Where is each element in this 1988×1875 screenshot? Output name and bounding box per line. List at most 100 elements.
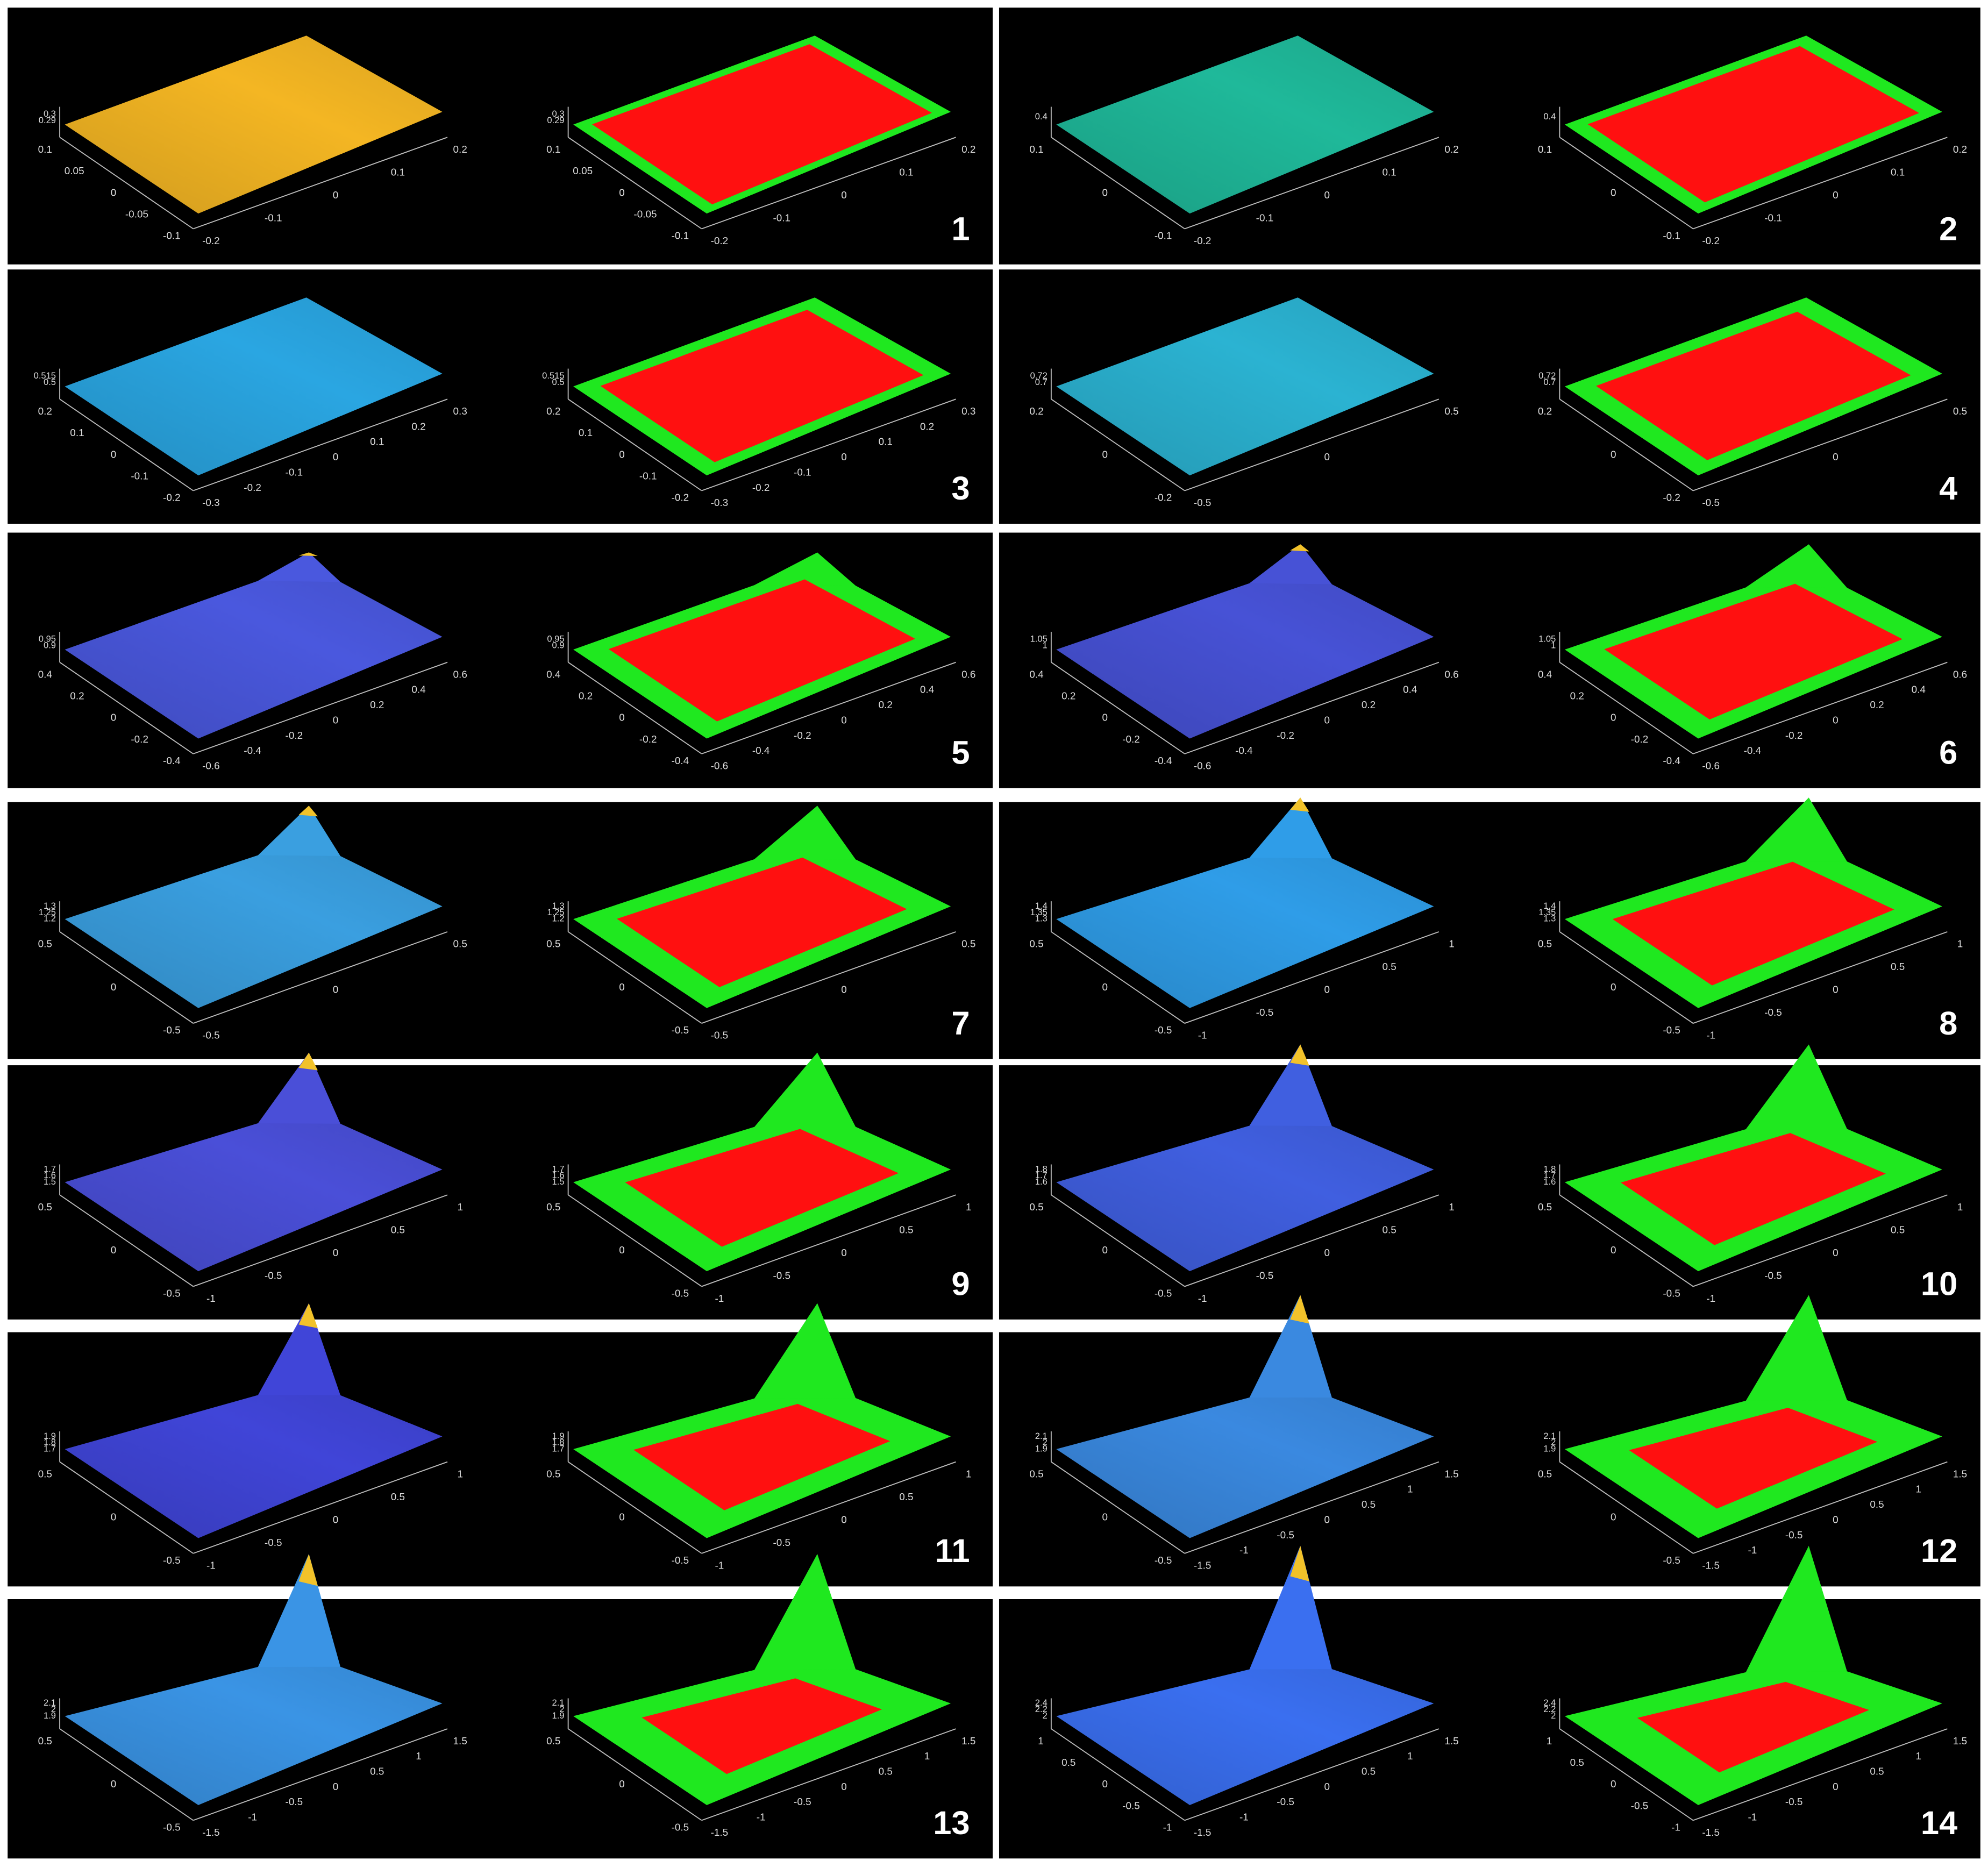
y-tick-label: -0.5: [1663, 1025, 1680, 1036]
x-tick-label: -0.1: [773, 213, 790, 224]
x-tick-label: 0: [333, 1781, 339, 1793]
y-tick-label: 0.1: [579, 427, 593, 439]
x-tick-label: -0.6: [711, 761, 729, 772]
x-tick-label: -1: [715, 1560, 724, 1572]
x-tick-label: 0: [1833, 715, 1839, 726]
surface-peak-tip: [298, 1052, 318, 1071]
surface-inlier: [633, 1403, 890, 1510]
x-tick-label: 0: [841, 1247, 847, 1259]
surface-peak: [1745, 797, 1847, 862]
z-tick-label: 0.5: [44, 377, 56, 387]
x-tick-label: 0.5: [453, 939, 467, 950]
axis-line: [193, 1194, 448, 1287]
x-tick-label: 0: [1324, 1514, 1330, 1525]
panel: 0.4 0.1 0 -0.1 -0.2 -0.1 0 0.1 0.2 0.4 0.1 0 -0.1 -0.…: [999, 8, 1980, 265]
x-tick-label: 0.5: [899, 1224, 913, 1236]
x-tick-label: 0: [1833, 1514, 1839, 1525]
z-tick-label: 2: [51, 1704, 56, 1714]
y-tick-label: 0.5: [546, 1202, 560, 1213]
axis-line: [1559, 137, 1694, 230]
panel: 1.31.251.20.50-0.5 -0.500.51.31.251.20.50…: [8, 802, 993, 1059]
axis-line: [1559, 1461, 1694, 1554]
x-tick-label: -0.3: [711, 497, 729, 509]
x-tick-label: 0.5: [1362, 1499, 1376, 1510]
x-tick-label: -0.2: [711, 236, 729, 247]
z-tick-label: 1.6: [552, 1170, 565, 1180]
panel-number: 14: [1921, 1805, 1957, 1842]
z-tick-label: 0.515: [542, 370, 564, 381]
y-tick-label: -0.05: [125, 209, 148, 220]
x-tick-label: -0.5: [265, 1271, 282, 1282]
z-tick-label: 1.25: [547, 907, 564, 917]
x-tick-label: -1.5: [1702, 1827, 1720, 1838]
z-tick-label: 1.05: [1030, 634, 1048, 644]
y-tick-label: -0.1: [1663, 231, 1680, 242]
y-tick-label: -0.5: [163, 1288, 181, 1300]
x-tick-label: -1: [1748, 1812, 1757, 1823]
y-tick-label: 0: [1102, 1779, 1108, 1790]
z-tick-label: 1.6: [44, 1170, 56, 1180]
y-tick-label: 0: [1611, 982, 1616, 993]
y-tick-label: 0: [1102, 449, 1108, 460]
surface-peak: [1249, 1545, 1332, 1670]
surface: [65, 1655, 443, 1805]
axis-line: [568, 931, 702, 1024]
y-tick-label: 0.2: [1029, 406, 1043, 417]
x-tick-label: -0.2: [1194, 236, 1212, 247]
y-tick-label: -0.2: [1663, 493, 1680, 504]
z-tick-label: 0.5: [552, 377, 565, 387]
surface-peak: [1745, 1044, 1847, 1130]
y-tick-label: 0.5: [1061, 1757, 1075, 1769]
x-tick-label: 0: [1833, 452, 1839, 463]
axis-line: [1559, 1728, 1694, 1821]
y-tick-label: -0.1: [1155, 231, 1172, 242]
y-tick-label: 0.2: [1570, 691, 1584, 702]
x-tick-label: 1.5: [1953, 1468, 1967, 1480]
surface-peak: [258, 805, 341, 856]
y-tick-label: -0.2: [1631, 734, 1649, 745]
axis-line: [568, 1728, 702, 1821]
y-tick-label: 0: [111, 449, 117, 460]
axis-line: [193, 931, 448, 1024]
z-tick-label: 1.7: [44, 1164, 56, 1174]
z-tick-label: 0.7: [1035, 377, 1048, 387]
z-tick-label: 1.9: [552, 1431, 565, 1441]
surface-peak: [1249, 544, 1332, 584]
z-tick-label: 1.6: [1035, 1177, 1048, 1187]
panel: 2.121.90.50-0.5 -1.5-1-0.500.511.52.121.9…: [8, 1553, 993, 1859]
x-tick-label: 0.6: [1953, 669, 1967, 680]
axis-line: [1693, 398, 1948, 491]
y-tick-label: -0.5: [672, 1288, 689, 1300]
panel: 1.41.351.30.50-0.5 -1-0.500.511.41.351.30…: [999, 797, 1980, 1059]
panel: 2.121.90.50-0.5 -1.5-1-0.500.511.52.121.9…: [999, 1295, 1980, 1587]
axis-line: [1693, 1461, 1948, 1554]
surface-peak-tip: [1290, 1545, 1309, 1581]
surface-inlier: [617, 857, 907, 987]
y-tick-label: -0.5: [1631, 1800, 1649, 1812]
z-tick-label: 1.2: [552, 914, 565, 924]
x-tick-label: 0: [333, 1247, 339, 1259]
x-tick-label: 0: [333, 985, 339, 996]
x-tick-label: 0: [1324, 1247, 1330, 1259]
surface-peak-tip: [1290, 544, 1309, 552]
y-tick-label: -0.2: [639, 734, 657, 745]
x-tick-label: 0.3: [961, 406, 975, 417]
y-tick-label: 0: [111, 712, 117, 724]
z-tick-label: 1: [1551, 640, 1556, 650]
z-tick-label: 1.5: [44, 1177, 56, 1187]
x-tick-label: 0.5: [1953, 406, 1967, 417]
surface-peak: [754, 552, 856, 586]
y-tick-label: -0.2: [131, 734, 148, 745]
y-tick-label: -0.4: [1155, 755, 1172, 767]
y-tick-label: 0: [1611, 712, 1616, 724]
surface: [65, 35, 443, 214]
y-tick-label: -1: [1163, 1822, 1172, 1834]
axis-line: [1184, 1461, 1440, 1554]
y-tick-label: 0.1: [1029, 144, 1043, 155]
panel-number: 4: [1939, 470, 1957, 507]
axis-line: [1051, 1728, 1185, 1821]
axis-line: [1051, 1194, 1185, 1287]
y-tick-label: -0.5: [672, 1025, 689, 1036]
axis-line: [1184, 1194, 1440, 1287]
